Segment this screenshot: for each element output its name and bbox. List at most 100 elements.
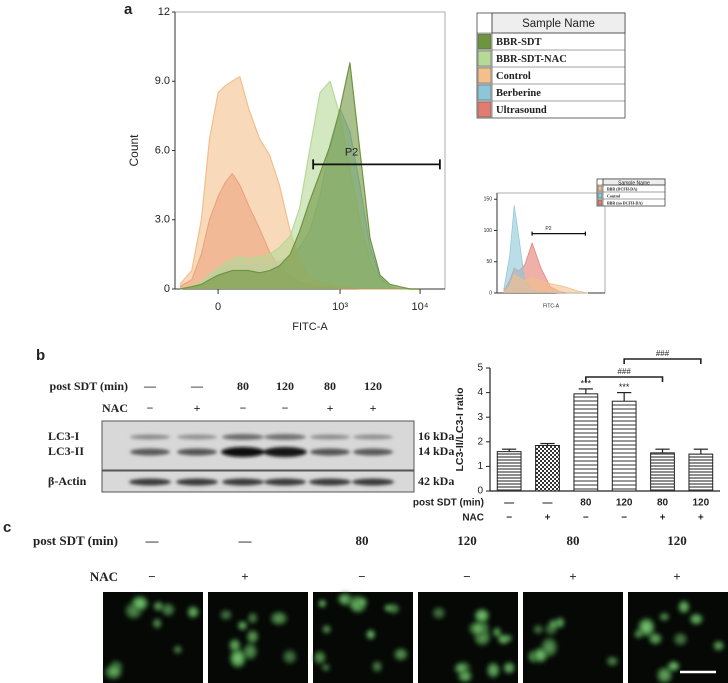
cells bbox=[219, 609, 297, 669]
cell bbox=[492, 627, 502, 638]
y-tick-label: 50 bbox=[486, 259, 492, 265]
western-blot bbox=[101, 420, 415, 493]
row-value: + bbox=[370, 401, 377, 415]
significance-label: *** bbox=[619, 382, 630, 392]
y-tick-label: 4 bbox=[477, 387, 483, 398]
legend-swatch bbox=[477, 101, 492, 118]
row-value: 80 bbox=[580, 498, 592, 509]
x-tick-label: 10³ bbox=[332, 301, 348, 313]
cell bbox=[321, 663, 331, 672]
cell bbox=[270, 611, 288, 626]
cell bbox=[313, 650, 327, 665]
cell bbox=[503, 661, 516, 674]
row-value: − bbox=[463, 569, 470, 584]
y-tick-label: 0 bbox=[489, 290, 492, 296]
cells bbox=[633, 600, 725, 683]
series-area bbox=[179, 62, 421, 290]
y-axis-label: Count bbox=[127, 134, 141, 167]
legend-swatch bbox=[477, 50, 492, 67]
band bbox=[221, 447, 265, 457]
y-tick-label: 5 bbox=[477, 363, 483, 374]
row-value: + bbox=[241, 569, 248, 584]
cell bbox=[219, 609, 233, 621]
cell bbox=[371, 660, 383, 673]
row-value: + bbox=[327, 401, 334, 415]
cell bbox=[432, 606, 446, 620]
row-value: 120 bbox=[667, 533, 687, 548]
cell bbox=[318, 599, 327, 608]
row-value: − bbox=[240, 401, 247, 415]
y-tick-label: 9.0 bbox=[155, 75, 170, 87]
legend-title: Sample Name bbox=[522, 18, 595, 30]
row-value: − bbox=[506, 513, 512, 524]
row-header: NAC bbox=[90, 569, 118, 584]
panel-label: a bbox=[124, 1, 133, 18]
bar bbox=[535, 444, 560, 492]
legend-label: BBR (DCFH-DA) bbox=[607, 186, 638, 191]
gate-label: P2 bbox=[545, 226, 551, 232]
cell bbox=[383, 604, 394, 612]
x-axis-label: FITC-A bbox=[543, 303, 560, 309]
cell bbox=[282, 649, 297, 665]
cell bbox=[712, 640, 725, 652]
legend-label: BBR (no DCFH-DA) bbox=[607, 200, 643, 205]
row-value: 80 bbox=[237, 379, 249, 393]
band-label: LC3-I bbox=[48, 429, 80, 443]
band bbox=[222, 478, 264, 486]
band bbox=[222, 434, 264, 440]
cell bbox=[187, 605, 200, 619]
cell bbox=[356, 596, 368, 608]
cells bbox=[313, 592, 409, 673]
gate-label: P2 bbox=[345, 147, 358, 159]
significance-label: *** bbox=[581, 378, 592, 388]
cell bbox=[338, 592, 353, 607]
cell bbox=[152, 618, 162, 629]
legend-swatch bbox=[597, 192, 603, 199]
row-value: 120 bbox=[364, 379, 382, 393]
cell bbox=[533, 646, 548, 664]
y-tick-label: 2 bbox=[477, 436, 483, 447]
y-tick-label: 100 bbox=[484, 228, 493, 234]
row-value: 120 bbox=[276, 379, 294, 393]
cell bbox=[237, 620, 248, 631]
cell bbox=[468, 621, 485, 636]
band bbox=[177, 434, 217, 440]
band bbox=[353, 434, 393, 440]
band bbox=[309, 478, 351, 486]
cell bbox=[173, 645, 183, 654]
micro-image bbox=[523, 592, 623, 683]
cells bbox=[104, 595, 200, 680]
legend-label: BBR-SDT-NAC bbox=[496, 54, 567, 65]
series-area bbox=[179, 76, 421, 289]
legend-swatch bbox=[477, 33, 492, 50]
cell bbox=[667, 660, 680, 672]
y-tick-label: 0 bbox=[164, 283, 170, 295]
row-value: 80 bbox=[324, 379, 336, 393]
legend-label: Berberine bbox=[496, 88, 541, 99]
row-value: 120 bbox=[692, 498, 709, 509]
cell bbox=[474, 608, 490, 623]
cell bbox=[153, 601, 164, 612]
band bbox=[264, 434, 306, 440]
x-tick-label: 0 bbox=[215, 301, 221, 313]
legend-label: Control bbox=[607, 193, 621, 198]
legend-label: Control bbox=[496, 71, 531, 82]
cell bbox=[322, 624, 332, 634]
row-value: − bbox=[358, 569, 365, 584]
cell bbox=[555, 617, 565, 629]
blot-bands bbox=[129, 434, 394, 486]
band bbox=[130, 448, 170, 456]
band bbox=[264, 478, 306, 486]
row-value: + bbox=[673, 569, 680, 584]
series-line bbox=[179, 62, 421, 290]
band bbox=[129, 478, 171, 486]
cell bbox=[673, 632, 688, 646]
y-tick-label: 12 bbox=[158, 6, 170, 18]
bar bbox=[688, 453, 714, 492]
cell bbox=[229, 648, 247, 669]
row-value: − bbox=[148, 569, 155, 584]
row-value: 120 bbox=[457, 533, 477, 548]
row-value: 120 bbox=[616, 498, 633, 509]
row-value: + bbox=[545, 513, 551, 524]
